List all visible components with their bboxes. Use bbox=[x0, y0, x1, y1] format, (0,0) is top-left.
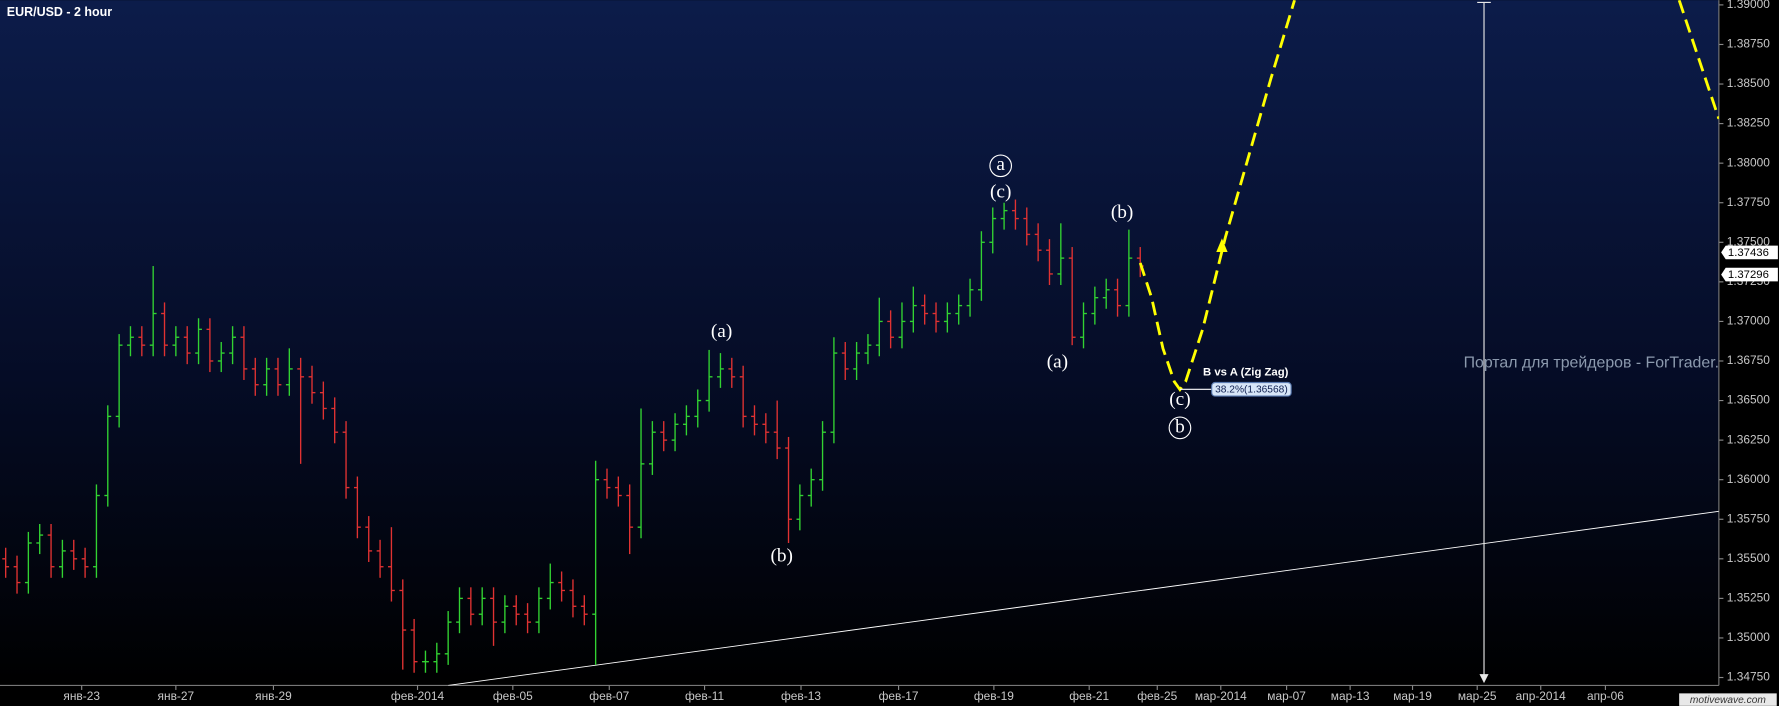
y-tick-label: 1.39000 bbox=[1727, 0, 1770, 11]
price-marker bbox=[1721, 267, 1778, 282]
x-tick-label: мар-07 bbox=[1267, 689, 1306, 703]
y-tick-label: 1.37750 bbox=[1727, 195, 1770, 209]
y-tick-label: 1.36250 bbox=[1727, 432, 1770, 446]
x-tick-label: янв-29 bbox=[255, 689, 292, 703]
time-axis-panel bbox=[0, 685, 1779, 706]
x-tick-label: фев-05 bbox=[493, 689, 533, 703]
chart-title: EUR/USD - 2 hour bbox=[7, 5, 112, 19]
x-tick-label: фев-25 bbox=[1137, 689, 1177, 703]
y-tick-label: 1.36000 bbox=[1727, 472, 1770, 486]
price-marker-label: 1.37436 bbox=[1728, 247, 1769, 259]
y-tick-label: 1.37000 bbox=[1727, 314, 1770, 328]
logo: motivewave.com bbox=[1690, 695, 1766, 706]
y-tick-label: 1.38000 bbox=[1727, 155, 1770, 169]
x-tick-label: фев-11 bbox=[685, 689, 724, 703]
wave-circle bbox=[1168, 416, 1192, 440]
fib-title: B vs A (Zig Zag) bbox=[1203, 366, 1289, 378]
plot-background bbox=[0, 0, 1719, 686]
trendline bbox=[448, 510, 1719, 686]
x-tick-label: апр-2014 bbox=[1516, 689, 1567, 703]
x-tick-label: янв-23 bbox=[63, 689, 100, 703]
overlay: B vs A (Zig Zag) 38.2%(1.36568) a (c) (a… bbox=[7, 1, 1777, 706]
y-tick-label: 1.38250 bbox=[1727, 116, 1770, 130]
y-tick-label: 1.36750 bbox=[1727, 353, 1770, 367]
wave-label: (a) bbox=[1047, 352, 1068, 373]
time-marker-arrow bbox=[1479, 674, 1489, 684]
price-marker-label: 1.37296 bbox=[1728, 269, 1769, 281]
x-tick-label: мар-13 bbox=[1331, 689, 1370, 703]
x-tick-label: апр-06 bbox=[1587, 689, 1624, 703]
y-tick-label: 1.35750 bbox=[1727, 511, 1770, 525]
projection-line bbox=[1138, 0, 1296, 392]
x-tick-label: мар-19 bbox=[1393, 689, 1432, 703]
x-tick-label: фев-19 bbox=[974, 689, 1014, 703]
wave-label: b bbox=[1175, 416, 1185, 437]
logo-box bbox=[1679, 693, 1777, 706]
plot-area: Портал для трейдеров - ForTrader.ru bbox=[2, 0, 1734, 686]
x-tick-label: мар-25 bbox=[1458, 689, 1497, 703]
x-tick-label: фев-17 bbox=[879, 689, 919, 703]
y-tick-label: 1.38750 bbox=[1727, 37, 1770, 51]
y-tick-label: 1.35000 bbox=[1727, 630, 1770, 644]
wave-label: a bbox=[996, 154, 1005, 175]
wave-label: (c) bbox=[1169, 389, 1190, 410]
x-tick-label: фев-13 bbox=[781, 689, 821, 703]
price-marker bbox=[1721, 245, 1778, 260]
fib-label-box bbox=[1211, 381, 1292, 397]
wave-label: (c) bbox=[990, 181, 1011, 202]
projection-line bbox=[1677, 0, 1719, 120]
y-tick-label: 1.37500 bbox=[1727, 234, 1770, 248]
wave-label: (b) bbox=[770, 546, 792, 567]
watermark: Портал для трейдеров - ForTrader.ru bbox=[1464, 354, 1734, 371]
wave-label: (a) bbox=[711, 321, 732, 342]
x-tick-label: янв-27 bbox=[158, 689, 195, 703]
y-tick-label: 1.35500 bbox=[1727, 551, 1770, 565]
y-tick-label: 1.36500 bbox=[1727, 393, 1770, 407]
fib-label: 38.2%(1.36568) bbox=[1215, 385, 1288, 396]
wave-label: (b) bbox=[1111, 202, 1133, 223]
x-tick-label: фев-07 bbox=[589, 689, 629, 703]
y-tick-label: 1.35250 bbox=[1727, 591, 1770, 605]
wave-circle bbox=[989, 154, 1013, 178]
x-tick-label: фев-2014 bbox=[391, 689, 445, 703]
x-tick-label: мар-2014 bbox=[1195, 689, 1247, 703]
y-tick-label: 1.34750 bbox=[1727, 670, 1770, 684]
projection-arrow bbox=[1216, 238, 1228, 253]
y-tick-label: 1.38500 bbox=[1727, 76, 1770, 90]
x-tick-label: фев-21 bbox=[1069, 689, 1109, 703]
price-axis-panel bbox=[1718, 0, 1779, 706]
